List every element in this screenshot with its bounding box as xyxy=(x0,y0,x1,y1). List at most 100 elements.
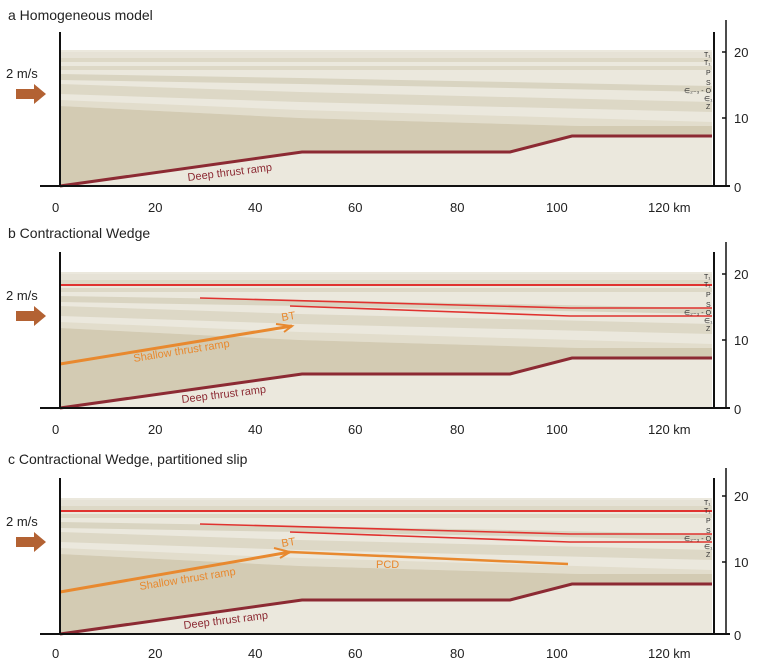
panel-title: b Contractional Wedge xyxy=(8,225,150,241)
x-tick-label: 120 km xyxy=(648,646,691,661)
layer-t1-upper xyxy=(60,52,712,58)
x-tick-label: 60 xyxy=(348,422,362,437)
velocity-label: 2 m/s xyxy=(6,514,38,529)
bt-arrow-icon xyxy=(273,547,293,559)
x-axis: 0 20 40 60 80 100 120 km xyxy=(52,646,691,661)
strata-labels: T₁ T₁ P S ∈₂₋₃ - O ∈₁ Z xyxy=(684,274,713,333)
basement-wedge xyxy=(60,554,712,634)
panel-b: b Contractional Wedge Shallow thrust ram… xyxy=(6,225,748,437)
strata-labels: T₁ T₁ P S ∈₂₋₃ - O ∈₁ Z xyxy=(684,500,713,559)
strata-label: P xyxy=(706,518,711,525)
strata-label: S xyxy=(706,302,711,309)
x-tick-label: 60 xyxy=(348,200,362,215)
bt-label: BT xyxy=(281,310,297,324)
strata-label: T₁ xyxy=(704,508,711,515)
deep-thrust-ramp-line xyxy=(59,134,712,188)
x-tick-label: 120 km xyxy=(648,422,691,437)
deep-thrust-ramp-line xyxy=(59,356,712,410)
x-tick-label: 80 xyxy=(450,200,464,215)
strata-labels: T₁ T₁ P S ∈₂₋₃ - O ∈₁ Z xyxy=(684,52,713,111)
x-tick-label: 40 xyxy=(248,646,262,661)
panel-c: c Contractional Wedge, partitioned slip … xyxy=(6,451,748,661)
bt-label: BT xyxy=(281,536,297,550)
x-tick-label: 40 xyxy=(248,200,262,215)
layer-s xyxy=(60,296,712,314)
strata-label: S xyxy=(706,528,711,535)
x-tick-label: 0 xyxy=(52,646,59,661)
layer-cambrian-lower xyxy=(60,548,712,574)
layer-cambrian-ordovician xyxy=(60,532,712,560)
strata-label: ∈₁ xyxy=(704,96,713,103)
basement-wedge xyxy=(60,328,712,408)
layer-s xyxy=(60,522,712,540)
strata-label: T₁ xyxy=(704,500,711,507)
layer-cambrian-ordovician xyxy=(60,306,712,334)
panel-title: c Contractional Wedge, partitioned slip xyxy=(8,451,248,467)
depth-axis: 20 10 0 xyxy=(722,468,748,643)
layer-p xyxy=(60,288,712,292)
basement-wedge xyxy=(60,106,712,186)
depth-tick-label: 10 xyxy=(734,111,748,126)
strata-label: T₁ xyxy=(704,282,711,289)
deep-thrust-ramp-line xyxy=(59,582,712,636)
layer-t1-upper xyxy=(60,274,712,280)
layer-t1-upper xyxy=(60,500,712,506)
x-tick-label: 80 xyxy=(450,646,464,661)
panel-a: a Homogeneous model Deep thrust ramp 20 … xyxy=(6,7,748,215)
bt-arrow-icon xyxy=(275,323,295,333)
strata-label: Z xyxy=(706,326,711,333)
depth-tick-label: 10 xyxy=(734,555,748,570)
layer-cambrian-lower xyxy=(60,322,712,348)
strata-label: T₁ xyxy=(704,274,711,281)
strata-label: T₁ xyxy=(704,52,711,59)
strata-label: P xyxy=(706,70,711,77)
layer-p xyxy=(60,514,712,518)
x-tick-label: 100 xyxy=(546,422,568,437)
strata-label: ∈₁ xyxy=(704,544,713,551)
depth-tick-label: 20 xyxy=(734,45,748,60)
lower-detachment-line xyxy=(289,305,712,317)
depth-tick-label: 0 xyxy=(734,628,741,643)
lower-detachment-line xyxy=(289,531,712,543)
velocity-label: 2 m/s xyxy=(6,66,38,81)
layer-t1-lower xyxy=(60,58,712,62)
push-arrow-icon xyxy=(16,532,46,552)
panel-title: a Homogeneous model xyxy=(8,7,153,23)
strata-label: Z xyxy=(706,104,711,111)
push-arrow-icon xyxy=(16,84,46,104)
depth-axis: 20 10 0 xyxy=(722,242,748,417)
strata-label: T₁ xyxy=(704,60,711,67)
middle-detachment-line xyxy=(199,523,712,535)
shallow-thrust-ramp-line xyxy=(59,550,291,594)
layer-p xyxy=(60,66,712,70)
strata-label: ∈₁ xyxy=(704,318,713,325)
velocity-label: 2 m/s xyxy=(6,288,38,303)
x-axis: 0 20 40 60 80 100 120 km xyxy=(52,422,691,437)
layer-t1-lower xyxy=(60,280,712,284)
x-tick-label: 20 xyxy=(148,200,162,215)
depth-tick-label: 10 xyxy=(734,333,748,348)
strata-label: ∈₂₋₃ - O xyxy=(684,310,712,317)
shallow-thrust-ramp-line xyxy=(59,324,293,366)
x-axis: 0 20 40 60 80 100 120 km xyxy=(52,200,691,215)
x-tick-label: 20 xyxy=(148,646,162,661)
strata-label: S xyxy=(706,80,711,87)
pcd-label: PCD xyxy=(376,559,399,571)
x-tick-label: 120 km xyxy=(648,200,691,215)
layer-t1-lower xyxy=(60,506,712,510)
x-tick-label: 20 xyxy=(148,422,162,437)
x-tick-label: 0 xyxy=(52,200,59,215)
depth-axis: 20 10 0 xyxy=(722,20,748,195)
x-tick-label: 100 xyxy=(546,646,568,661)
strata-label: ∈₂₋₃ - O xyxy=(684,536,712,543)
layer-cambrian-lower xyxy=(60,100,712,126)
strata-label: P xyxy=(706,292,711,299)
depth-tick-label: 20 xyxy=(734,267,748,282)
layer-s xyxy=(60,74,712,92)
x-tick-label: 80 xyxy=(450,422,464,437)
pcd-line xyxy=(289,550,569,566)
x-tick-label: 40 xyxy=(248,422,262,437)
depth-tick-label: 20 xyxy=(734,489,748,504)
layer-cambrian-ordovician xyxy=(60,84,712,112)
